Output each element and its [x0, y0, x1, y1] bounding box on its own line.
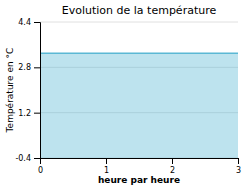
tick-mark [238, 158, 239, 164]
y-axis-title: Température en °C [5, 48, 15, 134]
tick: 2.8 [18, 63, 40, 72]
x-axis: 0 1 2 3 [38, 158, 241, 175]
tick-label: 2 [170, 166, 175, 175]
grid [40, 22, 238, 158]
tick-mark [172, 158, 173, 164]
axis-line [41, 159, 239, 165]
plot: 0 1 2 3 -0.4 1.2 2.8 4.4 [15, 18, 241, 175]
tick: 4.4 [18, 18, 40, 27]
x-axis-title: heure par heure [98, 175, 180, 185]
tick-label: 0 [38, 166, 43, 175]
line [40, 52, 238, 54]
tick: 1 [104, 158, 109, 175]
tick-mark [34, 67, 40, 68]
y-axis: -0.4 1.2 2.8 4.4 [15, 18, 40, 163]
tick: 2 [170, 158, 175, 175]
tick: 3 [236, 158, 241, 175]
grid-line [40, 22, 238, 23]
tick-label: -0.4 [15, 154, 31, 163]
tick-mark [34, 22, 40, 23]
tick-label: 2.8 [18, 63, 31, 72]
area [40, 53, 238, 158]
title: Evolution de la température [62, 4, 217, 17]
tick-label: 3 [236, 166, 241, 175]
tick: 1.2 [18, 109, 40, 118]
tick-mark [106, 158, 107, 164]
tick-label: 1 [104, 166, 109, 175]
chart: 0 1 2 3 -0.4 1.2 2.8 4.4 Evolution de la tempéra… [0, 0, 250, 188]
tick-label: 1.2 [18, 109, 31, 118]
marks [40, 53, 238, 158]
tick-mark [34, 158, 40, 159]
axis-line [34, 23, 41, 159]
tick-mark [34, 113, 40, 114]
tick: 0 [38, 158, 43, 175]
tick-label: 4.4 [18, 18, 31, 27]
tick: -0.4 [15, 154, 40, 163]
